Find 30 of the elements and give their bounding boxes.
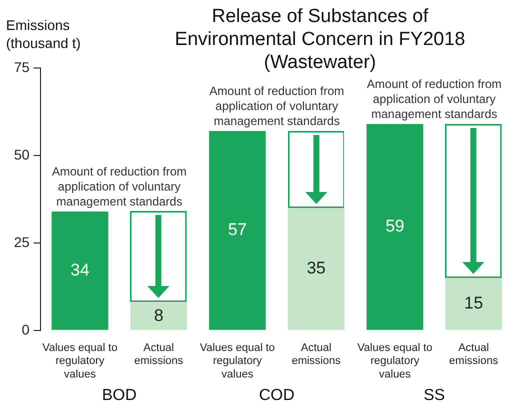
text: BOD: [102, 387, 137, 404]
y-tick-label: 25: [14, 234, 30, 250]
bar: [130, 302, 188, 330]
annotation: Amount of reduction from application of voluntary management standards: [209, 84, 344, 128]
data-label: 57: [228, 220, 247, 240]
chart-title: Release of Substances of Environmental Concern in FY2018 (Wastewater): [174, 6, 466, 73]
y-tick-label: 75: [14, 58, 30, 75]
data-label: 15: [464, 294, 484, 313]
bar: [52, 211, 108, 330]
y-axis-title: Emissions (thousand t): [6, 17, 81, 51]
annotation: Amount of reduction from application of voluntary management standards: [52, 164, 187, 208]
x-tick-label: Values equal to regulatory values: [200, 342, 275, 380]
data-label: 8: [154, 306, 164, 325]
x-tick-label: Values equal to regulatory values: [42, 342, 118, 380]
x-tick-label: Actual emissions: [449, 342, 499, 368]
bar: [445, 278, 502, 330]
text: COD: [259, 387, 295, 404]
data-label: 35: [306, 258, 326, 278]
y-tick-label: 50: [14, 146, 30, 162]
data-label: 34: [70, 260, 90, 280]
x-tick-label: Values equal to regulatory values: [357, 342, 432, 380]
annotation: Amount of reduction from application of voluntary management standards: [366, 76, 502, 121]
bar: [288, 208, 344, 330]
x-tick-label: Actual emissions: [292, 342, 342, 368]
data-label: 59: [385, 216, 404, 236]
text: SS: [424, 387, 445, 404]
bar: [366, 124, 424, 330]
x-tick-label: Actual emissions: [134, 342, 184, 368]
y-tick-label: 0: [22, 321, 30, 338]
bar: [209, 130, 266, 330]
